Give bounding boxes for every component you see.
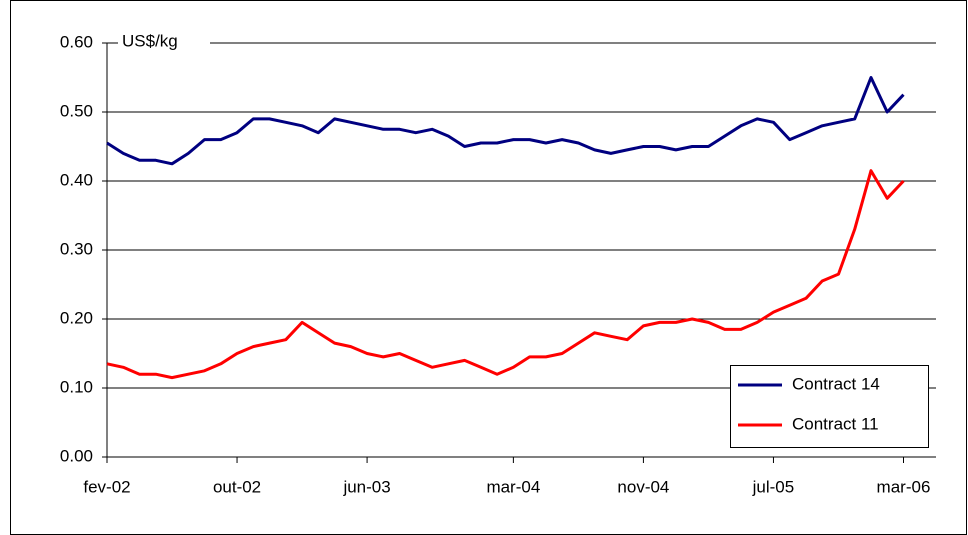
data-line bbox=[106, 169, 905, 380]
y-tick-label: 0.20 bbox=[60, 308, 93, 327]
x-tick-label: nov-04 bbox=[617, 477, 669, 496]
y-tick-label: 0.40 bbox=[60, 170, 93, 189]
y-tick-label: 0.60 bbox=[60, 32, 93, 51]
y-label-background bbox=[118, 32, 210, 52]
x-tick-label: jul-05 bbox=[752, 477, 795, 496]
x-tick-label: out-02 bbox=[213, 477, 261, 496]
y-tick-label: 0.10 bbox=[60, 377, 93, 396]
data-line bbox=[106, 76, 905, 166]
x-tick-label: mar-06 bbox=[877, 477, 931, 496]
y-axis-label: US$/kg bbox=[122, 31, 178, 50]
y-tick-label: 0.30 bbox=[60, 239, 93, 258]
legend-box bbox=[730, 365, 929, 448]
x-tick-label: jun-03 bbox=[342, 477, 390, 496]
legend-label: Contract 14 bbox=[792, 374, 880, 393]
y-tick-label: 0.00 bbox=[60, 446, 93, 465]
x-tick-label: fev-02 bbox=[83, 477, 130, 496]
chart-frame bbox=[10, 0, 967, 535]
legend: Contract 14 Contract 11 bbox=[730, 365, 929, 448]
x-tick-label: mar-04 bbox=[486, 477, 540, 496]
legend-label: Contract 11 bbox=[792, 414, 879, 433]
y-tick-label: 0.50 bbox=[60, 101, 93, 120]
